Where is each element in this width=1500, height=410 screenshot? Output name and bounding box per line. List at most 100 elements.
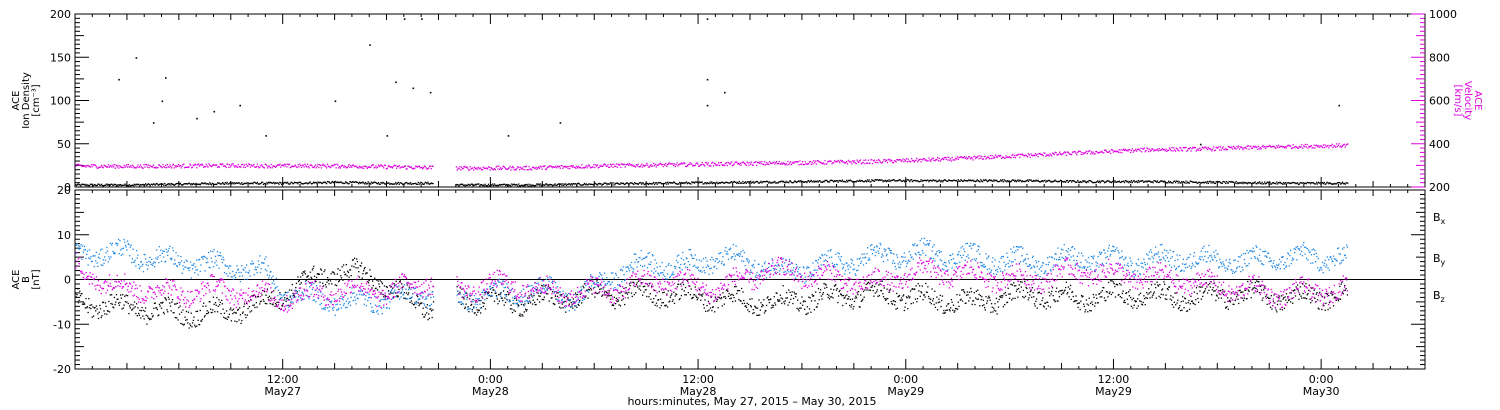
bx-point bbox=[921, 292, 923, 294]
velocity-point bbox=[615, 163, 618, 165]
bx-point bbox=[551, 297, 553, 299]
bx-point bbox=[620, 291, 622, 293]
density-point bbox=[227, 183, 229, 185]
velocity-point bbox=[999, 155, 1001, 158]
bx-point bbox=[509, 299, 511, 301]
density-point bbox=[1246, 183, 1249, 185]
bx-point bbox=[160, 307, 163, 309]
velocity-point bbox=[969, 158, 972, 160]
velocity-point bbox=[1303, 145, 1306, 148]
velocity-point bbox=[147, 164, 149, 166]
density-point bbox=[1026, 180, 1028, 182]
velocity-point bbox=[507, 167, 509, 170]
velocity-point bbox=[312, 166, 315, 169]
density-point bbox=[690, 183, 692, 185]
bx-point bbox=[172, 312, 174, 314]
velocity-point bbox=[464, 166, 466, 168]
density-point bbox=[1124, 180, 1127, 182]
velocity-point bbox=[736, 161, 738, 163]
velocity-point bbox=[920, 161, 922, 163]
velocity-point bbox=[371, 164, 374, 166]
density-point bbox=[808, 181, 811, 183]
velocity-point bbox=[1196, 149, 1198, 151]
density-point bbox=[564, 183, 567, 185]
density-point bbox=[124, 183, 126, 185]
velocity-point bbox=[722, 164, 724, 167]
bx-point bbox=[1191, 300, 1193, 303]
bx-point bbox=[691, 297, 694, 299]
density-point bbox=[909, 181, 911, 183]
density-point bbox=[1024, 180, 1026, 183]
density-point bbox=[712, 182, 715, 184]
density-point bbox=[332, 182, 335, 184]
velocity-point bbox=[1270, 146, 1272, 148]
bx-point bbox=[1077, 306, 1079, 309]
bx-point bbox=[484, 292, 486, 294]
density-point bbox=[114, 183, 117, 186]
bx-point bbox=[408, 292, 410, 294]
bx-point bbox=[403, 297, 405, 299]
density-point bbox=[336, 181, 338, 184]
velocity-point bbox=[1137, 148, 1139, 150]
bx-point bbox=[1153, 291, 1155, 293]
velocity-point bbox=[1167, 149, 1169, 152]
bx-point bbox=[804, 308, 806, 310]
velocity-point bbox=[120, 166, 122, 168]
density-point bbox=[168, 184, 170, 186]
by-point bbox=[106, 250, 109, 252]
velocity-point bbox=[246, 165, 248, 167]
density-point bbox=[1097, 180, 1099, 182]
density-point bbox=[885, 180, 888, 183]
bx-point bbox=[1000, 294, 1002, 297]
density-point bbox=[77, 183, 79, 185]
density-point bbox=[539, 183, 542, 185]
density-point bbox=[608, 183, 611, 185]
density-point bbox=[872, 180, 875, 182]
velocity-point bbox=[512, 167, 515, 169]
bx-point bbox=[1244, 289, 1246, 291]
velocity-point bbox=[780, 163, 782, 165]
bx-point bbox=[189, 323, 191, 325]
velocity-point bbox=[400, 166, 402, 168]
bx-point bbox=[897, 296, 899, 298]
by-point bbox=[116, 244, 118, 247]
density-point bbox=[1033, 180, 1036, 182]
bx-point bbox=[391, 292, 393, 294]
bx-point bbox=[1296, 284, 1299, 286]
velocity-point bbox=[190, 164, 192, 166]
bx-point bbox=[1287, 299, 1290, 302]
density-point bbox=[1261, 181, 1263, 183]
density-point bbox=[1147, 180, 1149, 182]
density-point bbox=[1279, 181, 1281, 184]
bx-point bbox=[319, 281, 321, 284]
velocity-point bbox=[674, 165, 677, 168]
bx-point bbox=[1013, 285, 1016, 287]
density-point bbox=[276, 182, 278, 184]
density-point bbox=[410, 183, 413, 186]
density-point bbox=[971, 179, 973, 182]
density-point bbox=[865, 181, 868, 183]
density-point bbox=[1266, 181, 1268, 183]
bx-point bbox=[90, 304, 93, 306]
velocity-point bbox=[1340, 145, 1342, 147]
velocity-point bbox=[1032, 154, 1035, 156]
density-point bbox=[657, 182, 659, 184]
density-point bbox=[109, 184, 111, 186]
density-point bbox=[1225, 180, 1228, 183]
density-point bbox=[1165, 182, 1167, 184]
bx-point bbox=[1006, 301, 1008, 304]
bx-point bbox=[246, 302, 248, 305]
velocity-point bbox=[724, 162, 727, 165]
density-point bbox=[430, 182, 432, 184]
density-point bbox=[152, 184, 154, 186]
velocity-point bbox=[286, 166, 288, 168]
velocity-point bbox=[260, 164, 262, 167]
bx-point bbox=[877, 295, 879, 298]
bx-point bbox=[484, 308, 487, 310]
density-point bbox=[1003, 179, 1005, 181]
bx-point bbox=[950, 299, 953, 301]
density-point bbox=[692, 181, 695, 183]
bx-point bbox=[290, 302, 292, 304]
velocity-point bbox=[533, 167, 535, 169]
bx-point bbox=[598, 291, 600, 294]
